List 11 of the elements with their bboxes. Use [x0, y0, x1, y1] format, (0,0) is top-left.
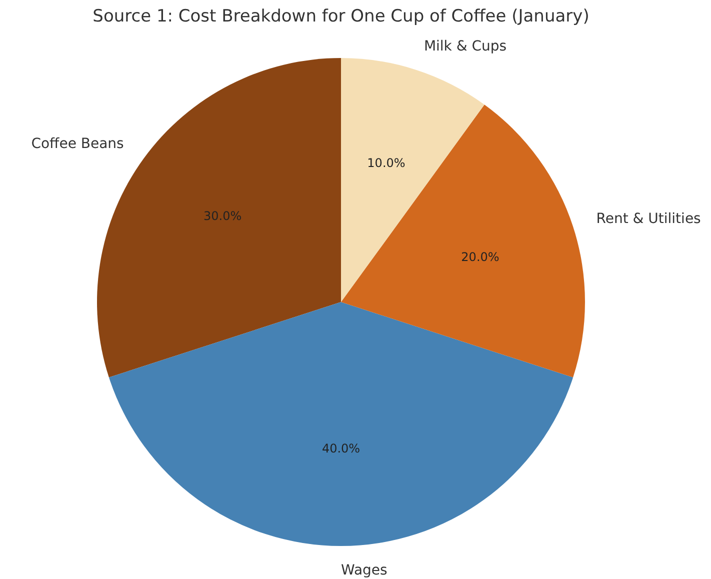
- slice-label: Coffee Beans: [31, 136, 124, 152]
- data-label: 30.0%: [203, 208, 242, 223]
- slice-label: Rent & Utilities: [596, 211, 701, 228]
- slice-label: Wages: [341, 562, 388, 578]
- data-label: 20.0%: [461, 250, 500, 264]
- data-label: 40.0%: [322, 441, 360, 456]
- slice-label: Milk & Cups: [424, 38, 507, 55]
- pie-slice: [108, 302, 574, 546]
- pie-slice: [341, 104, 585, 378]
- chart-title: Source 1: Cost Breakdown for One Cup of Coffee (January): [92, 6, 590, 27]
- data-label: 10.0%: [367, 156, 406, 170]
